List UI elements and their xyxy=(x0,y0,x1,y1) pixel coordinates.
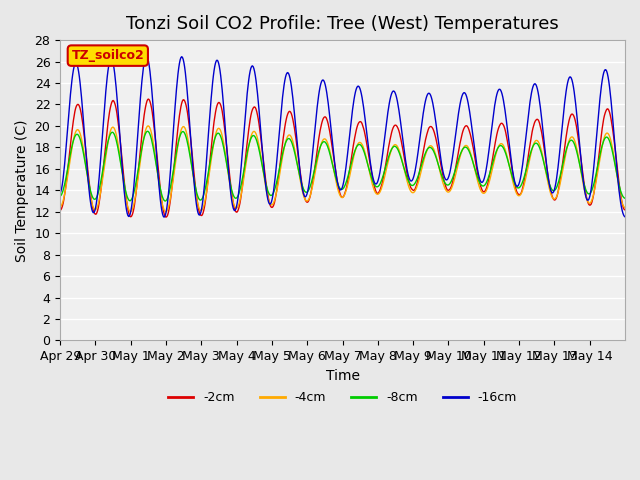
-16cm xyxy=(228,198,236,204)
Text: TZ_soilco2: TZ_soilco2 xyxy=(72,49,144,62)
-16cm xyxy=(123,207,131,213)
-8cm xyxy=(434,160,442,166)
-2cm xyxy=(621,207,629,213)
Legend: -2cm, -4cm, -8cm, -16cm: -2cm, -4cm, -8cm, -16cm xyxy=(163,386,522,409)
-2cm xyxy=(163,214,170,220)
-4cm xyxy=(56,204,64,210)
-4cm xyxy=(434,160,442,166)
-2cm xyxy=(123,197,131,203)
-2cm xyxy=(228,190,236,196)
-4cm xyxy=(123,198,131,204)
-4cm xyxy=(403,175,410,181)
-16cm xyxy=(256,115,264,121)
-2cm xyxy=(403,167,410,172)
-16cm xyxy=(277,109,285,115)
-2cm xyxy=(56,207,64,213)
-2cm xyxy=(434,146,442,152)
-4cm xyxy=(162,209,170,215)
-4cm xyxy=(144,123,152,129)
-16cm xyxy=(160,214,168,220)
Line: -4cm: -4cm xyxy=(60,126,625,212)
X-axis label: Time: Time xyxy=(326,369,360,383)
-2cm xyxy=(256,126,264,132)
-8cm xyxy=(256,150,264,156)
-16cm xyxy=(56,190,64,196)
-16cm xyxy=(621,214,629,220)
-16cm xyxy=(403,162,410,168)
-4cm xyxy=(621,205,629,211)
-16cm xyxy=(434,135,442,141)
-16cm xyxy=(143,53,150,59)
-8cm xyxy=(162,198,170,204)
Line: -16cm: -16cm xyxy=(60,56,625,217)
Line: -8cm: -8cm xyxy=(60,132,625,201)
-8cm xyxy=(621,195,629,201)
-2cm xyxy=(145,96,152,102)
Title: Tonzi Soil CO2 Profile: Tree (West) Temperatures: Tonzi Soil CO2 Profile: Tree (West) Temp… xyxy=(126,15,559,33)
-4cm xyxy=(277,163,285,168)
-8cm xyxy=(228,187,236,193)
-8cm xyxy=(144,129,152,134)
-2cm xyxy=(277,153,285,159)
-4cm xyxy=(256,146,264,152)
Y-axis label: Soil Temperature (C): Soil Temperature (C) xyxy=(15,119,29,262)
-8cm xyxy=(277,158,285,164)
-8cm xyxy=(403,172,410,178)
Line: -2cm: -2cm xyxy=(60,99,625,217)
-4cm xyxy=(228,193,236,199)
-8cm xyxy=(123,192,131,197)
-8cm xyxy=(56,193,64,199)
